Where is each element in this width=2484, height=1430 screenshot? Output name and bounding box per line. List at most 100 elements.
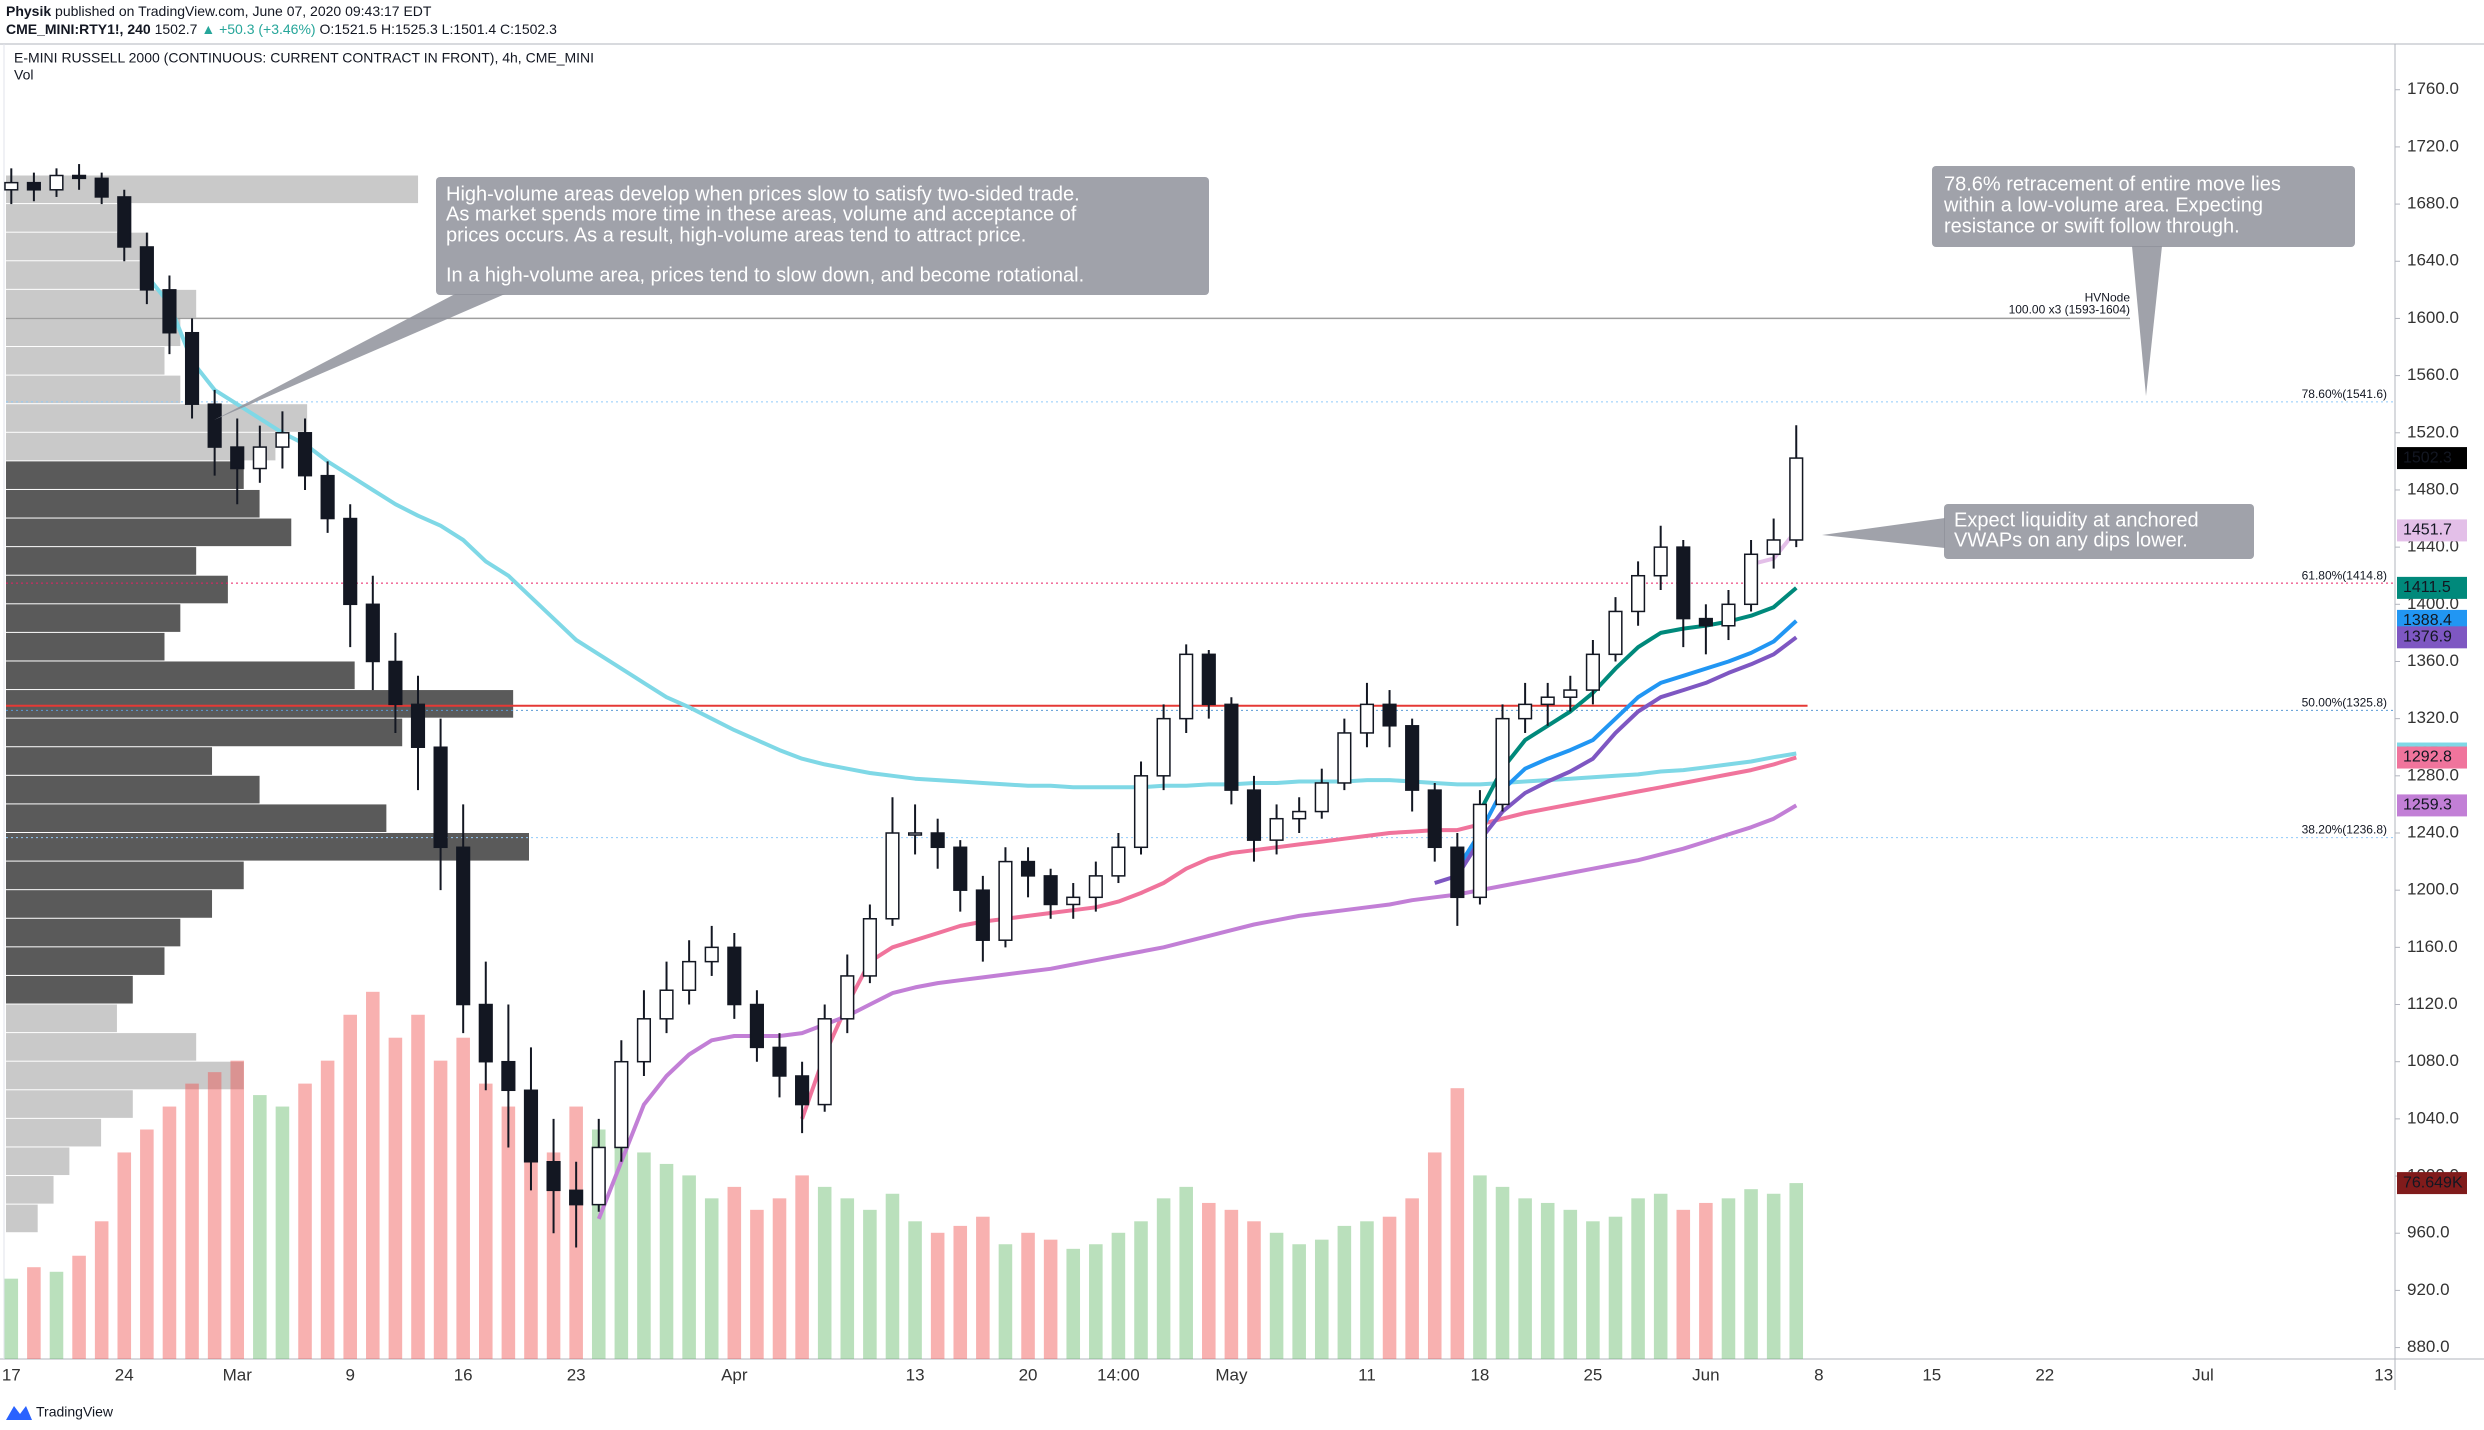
candle-body: [953, 846, 968, 891]
volume-bar: [930, 1232, 945, 1359]
x-tick-label: 8: [1814, 1365, 1823, 1384]
profile-bar: [6, 575, 228, 604]
volume-bar: [1021, 1232, 1035, 1359]
profile-bar: [6, 1033, 197, 1061]
y-tick-label: 1320.0: [2407, 708, 2459, 727]
candle-body: [343, 517, 358, 606]
volume-bar: [388, 1037, 403, 1359]
volume-bar: [1699, 1202, 1713, 1359]
y-tick-label: 1080.0: [2407, 1051, 2459, 1070]
candle-body: [523, 1089, 539, 1163]
y-tick-label: 1520.0: [2407, 422, 2459, 441]
volume-bar: [207, 1072, 222, 1359]
price: 1502.7: [155, 21, 198, 37]
volume-bar: [840, 1198, 855, 1359]
price-tag: [2397, 794, 2467, 817]
x-tick-label: Apr: [721, 1365, 748, 1384]
y-tick-label: 1160.0: [2407, 937, 2458, 956]
volume-bar: [4, 1278, 19, 1359]
annotation-pointer: [214, 294, 505, 420]
profile-bar: [6, 775, 260, 804]
candle-body: [1427, 789, 1442, 849]
brand: TradingView: [36, 1404, 114, 1420]
vwap-line: [800, 755, 1797, 1120]
candle-body: [1540, 696, 1555, 706]
annotation-box: [436, 177, 1209, 295]
profile-bar: [6, 1090, 133, 1118]
candle-body: [1450, 846, 1465, 899]
volume-bar: [1608, 1216, 1623, 1359]
candle-body: [1676, 546, 1691, 620]
profile-bar: [6, 261, 149, 289]
annotation-line: High-volume areas develop when prices sl…: [446, 183, 1080, 205]
volume-bar: [1631, 1198, 1645, 1359]
volume-bar: [1111, 1232, 1126, 1359]
volume-bar: [1043, 1239, 1058, 1359]
annotation: Expect liquidity at anchored VWAPs on an…: [1822, 504, 2254, 559]
symbol: CME_MINI:RTY1!, 240: [6, 21, 151, 37]
price-tag: [2397, 1172, 2467, 1195]
candle-body: [1766, 539, 1781, 556]
volume-bar: [433, 1060, 448, 1359]
volume-bar: [908, 1221, 922, 1359]
candle-body: [1201, 653, 1216, 706]
candle-body: [1653, 546, 1668, 577]
y-tick-label: 1120.0: [2407, 994, 2458, 1013]
profile-bar: [6, 461, 244, 489]
x-tick-label: 16: [454, 1365, 473, 1384]
x-tick-label: Mar: [223, 1365, 253, 1384]
candle-body: [1405, 725, 1420, 791]
profile-bar: [6, 347, 165, 375]
y-tick-label: 880.0: [2407, 1337, 2450, 1356]
annotation-pointer: [1822, 518, 1945, 548]
candle-body: [817, 1018, 832, 1106]
candle-body: [1585, 653, 1600, 691]
volume-bar: [614, 1140, 629, 1359]
volume-bar: [456, 1037, 470, 1359]
volume-bar: [750, 1209, 764, 1359]
candle-body: [207, 403, 222, 448]
volume-bar: [366, 991, 380, 1359]
volume-label: Vol: [14, 67, 33, 83]
volume-bar: [1360, 1221, 1374, 1359]
x-tick-label: 14:00: [1097, 1365, 1140, 1384]
volume-bar: [1766, 1193, 1781, 1359]
candle-body: [727, 946, 742, 1006]
levels: 78.60%(1541.6) 61.80%(1414.8) 50.00%(1325.…: [6, 291, 2395, 839]
x-tick-label: 11: [1358, 1365, 1376, 1384]
volume-bar: [27, 1267, 41, 1359]
candle-body: [1133, 775, 1149, 849]
profile-bar: [6, 747, 213, 775]
candle-body: [365, 603, 380, 663]
candle-body: [162, 289, 177, 334]
volume-bar: [546, 1152, 561, 1359]
price-tag-label: 1292.8: [2403, 749, 2452, 766]
profile-bar: [6, 604, 181, 632]
hvnode-title: HVNode: [2085, 291, 2131, 305]
annotation-pointer: [2132, 246, 2162, 396]
price-tag: [2397, 626, 2467, 649]
price-tag-label: 1376.9: [2403, 629, 2452, 646]
candle-body: [1721, 603, 1736, 627]
annotation-line: within a low-volume area. Expecting: [1943, 194, 2263, 216]
annotation: 78.6% retracement of entire move lies wi…: [1932, 166, 2355, 396]
volume-bar: [49, 1271, 64, 1359]
volume-bar: [253, 1095, 267, 1359]
candle-body: [1224, 703, 1239, 791]
publish-line: Physik published on TradingView.com, Jun…: [6, 3, 432, 19]
candle-body: [1292, 810, 1307, 820]
candle-body: [1472, 803, 1488, 899]
volume-bar: [1405, 1198, 1419, 1359]
x-tick-label: 9: [345, 1365, 354, 1384]
volume-bar: [976, 1216, 990, 1359]
profile-bar: [6, 1061, 244, 1090]
volume-bar: [140, 1129, 154, 1359]
profile-bar: [6, 518, 292, 547]
price-tag: [2397, 746, 2467, 769]
vwap-line: [1455, 619, 1798, 870]
volume-bar: [1134, 1221, 1148, 1359]
volume-profile: [6, 175, 529, 1233]
candle-body: [49, 174, 64, 191]
annotation-box: [1944, 504, 2254, 559]
